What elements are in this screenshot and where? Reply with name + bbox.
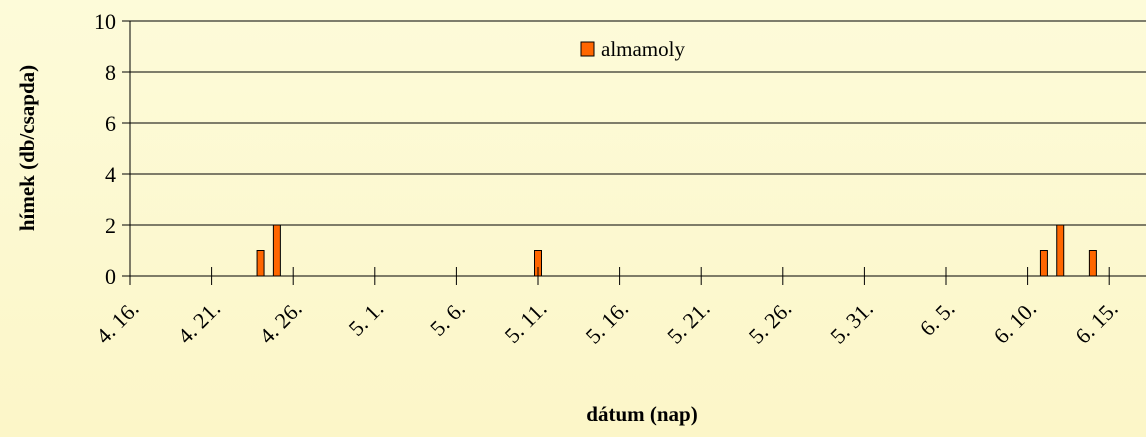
x-tick-label: 6. 15.	[1070, 296, 1123, 349]
y-tick-label: 0	[105, 264, 116, 289]
legend: almamoly	[580, 37, 685, 61]
legend-swatch	[580, 41, 595, 57]
grid-lines	[130, 20, 1146, 226]
legend-label: almamoly	[601, 37, 685, 61]
x-tick-label: 5. 11.	[499, 296, 551, 348]
bar	[272, 224, 281, 277]
x-tick-label: 4. 21.	[172, 296, 225, 349]
x-tick-labels: 4. 16. 4. 21. 4. 26. 5. 1. 5. 6. 5. 11. 5. 16.…	[91, 296, 1123, 349]
x-tick-label: 4. 16.	[91, 296, 144, 349]
x-tick-label: 5. 26.	[744, 296, 797, 349]
bar	[1088, 250, 1097, 277]
bar	[1056, 224, 1065, 277]
y-tick-label: 2	[105, 213, 116, 238]
y-tick-labels: 0 2 4 6 8 10	[94, 9, 116, 289]
axes	[122, 20, 1146, 285]
y-tick-label: 8	[105, 60, 116, 85]
x-tick-label: 6. 5.	[915, 296, 960, 341]
x-tick-label: 5. 6.	[425, 296, 470, 341]
bar	[1039, 250, 1048, 277]
x-axis-title: dátum (nap)	[586, 402, 697, 426]
bar	[256, 250, 265, 277]
x-tick-label: 5. 21.	[662, 296, 715, 349]
bars	[256, 224, 1097, 277]
x-tick-label: 5. 1.	[343, 296, 388, 341]
y-tick-label: 4	[105, 162, 116, 187]
x-tick-label: 5. 31.	[825, 296, 878, 349]
x-tick-label: 5. 16.	[580, 296, 633, 349]
y-tick-label: 6	[105, 111, 116, 136]
y-axis-title: hímek (db/csapda)	[15, 65, 39, 231]
x-tick-label: 4. 26.	[254, 296, 307, 349]
x-tick-label: 6. 10.	[988, 296, 1041, 349]
y-tick-label: 10	[94, 9, 116, 34]
